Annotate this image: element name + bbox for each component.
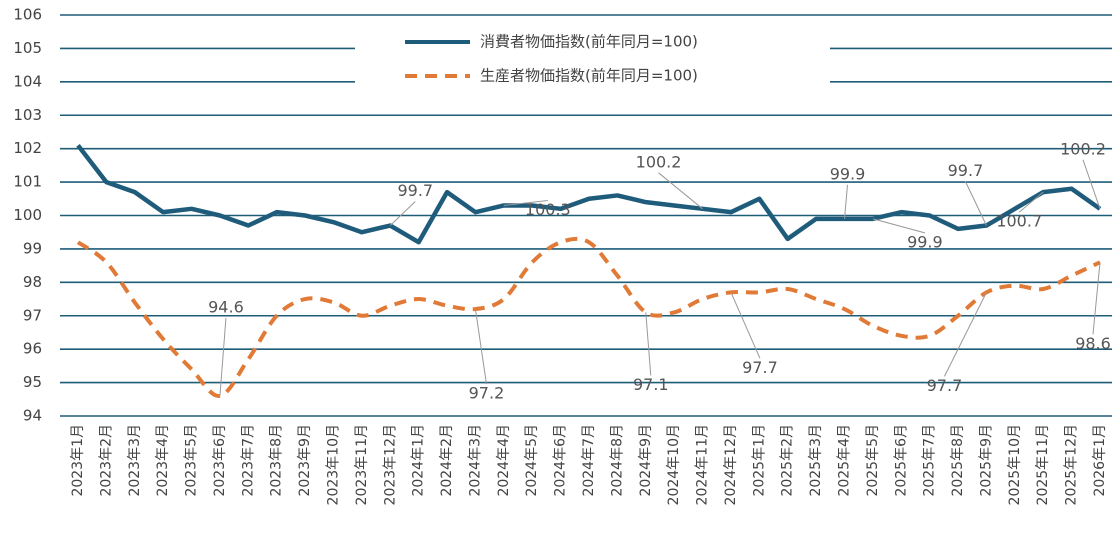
leader-line [645,312,652,376]
x-tick-label: 2024年1月 [411,424,427,497]
y-tick-label: 98 [23,273,42,291]
x-tick-label: 2025年2月 [780,424,796,497]
leader-line [964,181,987,226]
data-label: 99.7 [948,161,984,180]
y-tick-label: 104 [13,72,42,90]
leader-line [219,317,227,396]
y-tick-label: 102 [13,139,42,157]
leader-line [1082,159,1101,209]
x-tick-label: 2025年8月 [950,424,966,497]
x-tick-label: 2023年4月 [155,424,171,497]
legend-bg [355,25,830,95]
x-tick-label: 2024年9月 [638,424,654,497]
y-tick-label: 99 [23,239,42,257]
x-tick-label: 2024年5月 [524,424,540,497]
data-label: 100.3 [525,200,571,219]
legend-label: 生産者物価指数(前年同月=100) [480,67,698,85]
data-label: 99.7 [397,181,433,200]
leader-line [658,172,703,210]
y-tick-label: 96 [23,340,42,358]
leader-line [844,184,848,219]
x-tick-label: 2023年3月 [127,424,143,497]
series-line [76,236,1101,398]
x-tick-label: 2025年10月 [1007,424,1023,505]
data-label: 97.2 [469,384,505,403]
leader-line [872,218,926,234]
series-line [76,143,1102,245]
x-tick-label: 2024年2月 [439,424,455,497]
data-label: 100.2 [1060,139,1106,158]
y-tick-label: 101 [13,173,42,191]
x-tick-label: 2025年7月 [922,424,938,497]
data-label: 99.9 [907,232,943,251]
legend-label: 消費者物価指数(前年同月=100) [480,33,698,51]
x-tick-label: 2024年3月 [467,424,483,497]
x-tick-label: 2023年1月 [70,424,86,497]
leader-line [1092,262,1101,335]
y-tick-label: 94 [23,407,42,425]
y-tick-label: 103 [13,106,42,124]
data-label: 97.7 [742,358,778,377]
x-tick-label: 2025年6月 [893,424,909,497]
x-tick-label: 2025年3月 [808,424,824,497]
legend: 消費者物価指数(前年同月=100) 生産者物価指数(前年同月=100) [355,25,830,95]
x-tick-label: 2023年12月 [382,424,398,505]
leader-line [1018,191,1044,213]
x-tick-label: 2026年1月 [1092,424,1108,497]
y-tick-label: 100 [13,206,42,224]
x-tick-label: 2024年10月 [666,424,682,505]
leader-line [389,201,416,226]
x-tick-label: 2023年8月 [269,424,285,497]
x-tick-label: 2024年8月 [609,424,625,497]
data-label: 94.6 [208,297,244,316]
data-label: 100.7 [996,212,1042,231]
x-tick-label: 2025年5月 [865,424,881,497]
data-label: 97.7 [927,376,963,395]
x-tick-label: 2023年2月 [98,424,114,497]
y-tick-label: 97 [23,306,42,324]
x-tick-label: 2023年6月 [212,424,228,497]
y-tick-label: 95 [23,373,42,391]
x-tick-label: 2024年11月 [695,424,711,505]
x-tick-label: 2025年4月 [837,424,853,497]
data-label: 99.9 [830,164,866,183]
x-tick-label: 2024年7月 [581,424,597,497]
x-tick-label: 2023年9月 [297,424,313,497]
x-tick-label: 2025年1月 [751,424,767,497]
leader-line [503,199,548,206]
y-tick-label: 106 [13,6,42,24]
x-tick-label: 2023年5月 [184,424,200,497]
x-tick-label: 2023年7月 [240,424,256,497]
data-label: 98.6 [1075,334,1111,353]
y-tick-label: 105 [13,39,42,57]
x-tick-label: 2024年6月 [553,424,569,497]
leader-line [730,292,761,359]
x-tick-label: 2024年12月 [723,424,739,505]
x-tick-label: 2025年9月 [978,424,994,497]
leader-line [474,308,487,385]
x-tick-label: 2023年10月 [326,424,342,505]
data-label: 100.2 [636,152,682,171]
x-tick-label: 2024年4月 [496,424,512,497]
leader-line [943,292,987,377]
x-tick-label: 2023年11月 [354,424,370,505]
x-tick-label: 2025年11月 [1035,424,1051,505]
x-tick-label: 2025年12月 [1064,424,1080,505]
data-label: 97.1 [633,375,669,394]
